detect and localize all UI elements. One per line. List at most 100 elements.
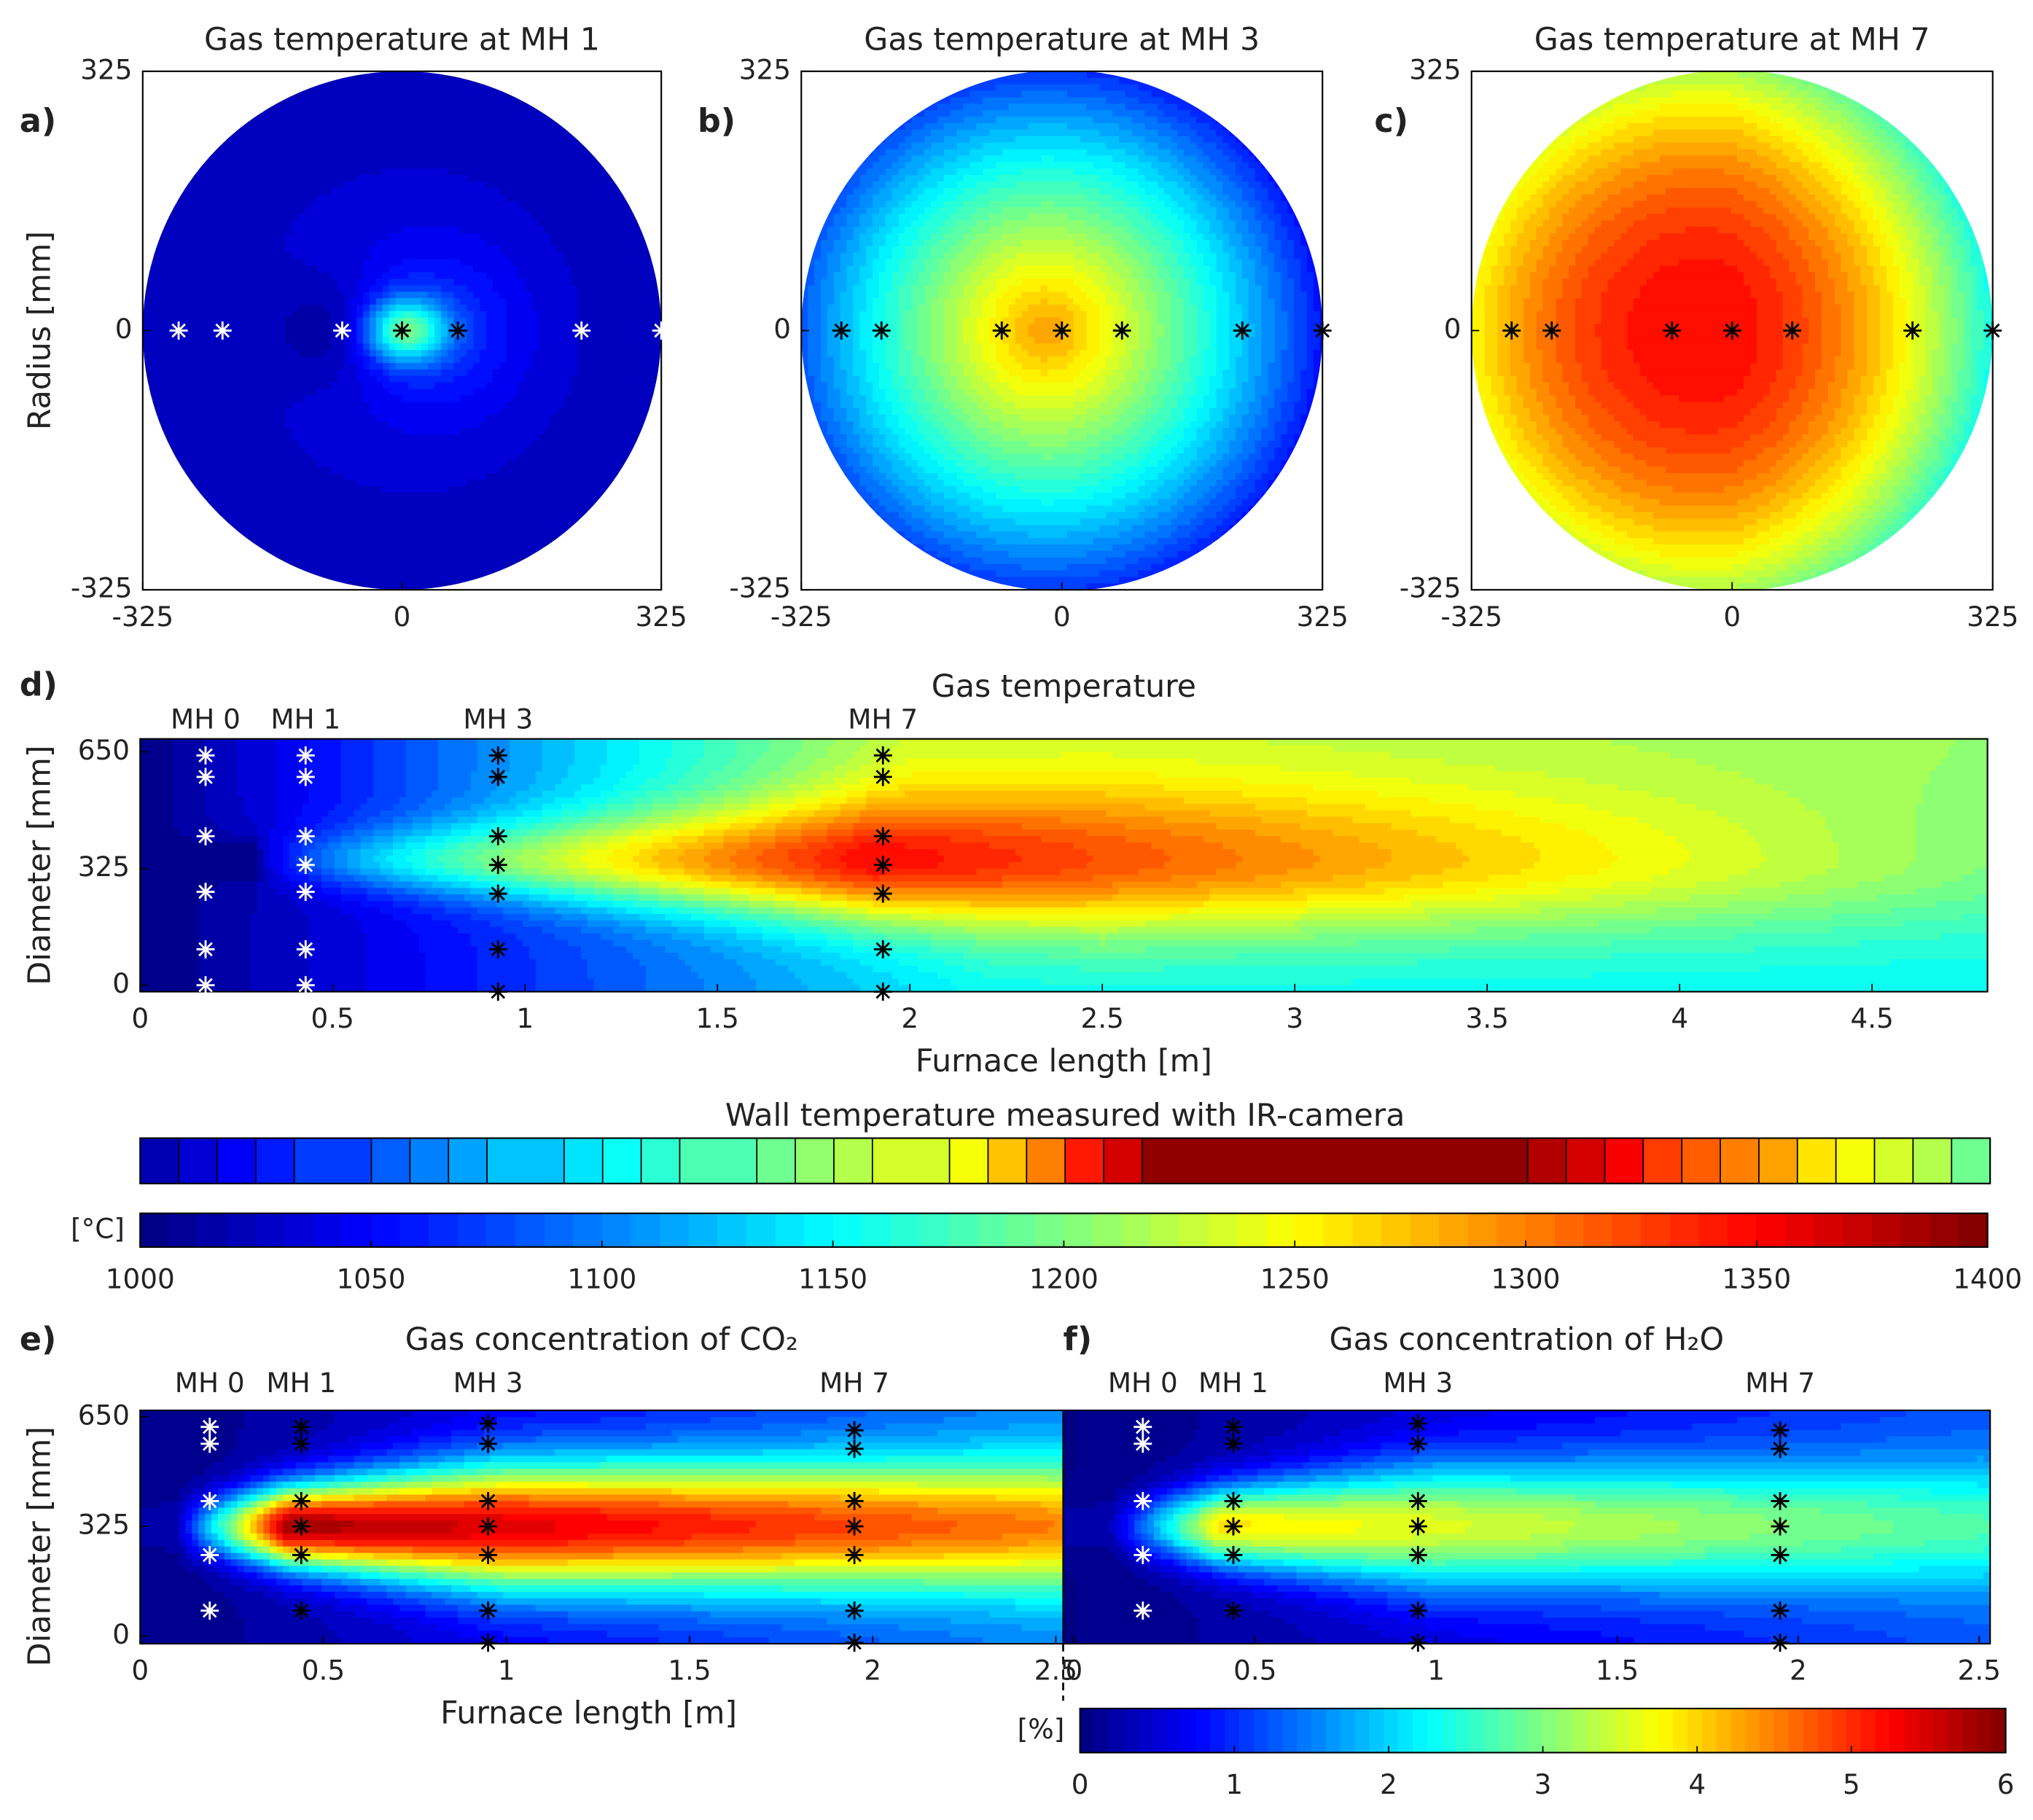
contour-band bbox=[937, 447, 958, 455]
contour-band bbox=[142, 577, 183, 585]
contour-band bbox=[1216, 292, 1230, 299]
contour-band bbox=[1294, 136, 1308, 144]
contour-band bbox=[1274, 557, 1289, 565]
contour-band bbox=[1209, 272, 1224, 280]
contour-band bbox=[820, 369, 835, 377]
contour-band bbox=[1944, 252, 1952, 260]
contour-band bbox=[1932, 117, 1939, 124]
contour-band bbox=[1484, 408, 1499, 416]
contour-band bbox=[1938, 324, 1946, 332]
contour-band bbox=[227, 518, 578, 526]
contour-band bbox=[1977, 207, 1985, 215]
contour-band bbox=[1529, 117, 1550, 124]
contour-band bbox=[1562, 362, 1583, 370]
contour-band bbox=[1471, 330, 1486, 338]
contour-band bbox=[440, 337, 448, 345]
chart-title: Gas temperature at MH 3 bbox=[864, 21, 1260, 58]
contour-band bbox=[1073, 330, 1088, 338]
contour-band bbox=[350, 298, 364, 305]
contour-band bbox=[1504, 278, 1518, 286]
contour-band bbox=[486, 324, 507, 332]
contour-band bbox=[1536, 168, 1557, 176]
contour-band bbox=[1951, 117, 1959, 124]
contour-band bbox=[1209, 434, 1224, 442]
contour-band bbox=[149, 278, 338, 286]
contour-band bbox=[1306, 298, 1314, 305]
contour-band bbox=[1484, 343, 1499, 351]
contour-band bbox=[801, 577, 822, 585]
contour-band bbox=[467, 304, 481, 312]
contour-band bbox=[1497, 324, 1511, 332]
contour-band bbox=[1925, 162, 1933, 170]
contour-band bbox=[1254, 97, 1276, 105]
contour-band bbox=[1274, 544, 1289, 552]
contour-band bbox=[622, 466, 662, 474]
contour-band bbox=[1782, 149, 1803, 157]
contour-band bbox=[1151, 434, 1166, 442]
contour-band bbox=[1254, 155, 1269, 163]
contour-band bbox=[859, 421, 873, 429]
contour-band bbox=[1854, 122, 1868, 130]
contour-band bbox=[956, 343, 971, 351]
contour-band bbox=[428, 330, 435, 338]
contour-band bbox=[1516, 421, 1537, 429]
contour-band bbox=[1847, 71, 1862, 79]
contour-band bbox=[1892, 337, 1907, 345]
contour-band bbox=[976, 207, 1003, 215]
contour-band bbox=[989, 466, 1101, 474]
contour-band bbox=[943, 382, 958, 390]
contour-band bbox=[1556, 259, 1576, 267]
contour-band bbox=[375, 324, 383, 332]
contour-band bbox=[1287, 473, 1301, 480]
contour-band bbox=[918, 440, 932, 448]
contour-band bbox=[1523, 200, 1544, 208]
contour-band bbox=[1757, 453, 1784, 461]
contour-band bbox=[924, 110, 951, 117]
contour-band bbox=[963, 187, 991, 195]
contour-band bbox=[1652, 129, 1745, 137]
contour-band bbox=[905, 375, 919, 383]
contour-band bbox=[1932, 388, 1939, 397]
contour-band bbox=[356, 337, 364, 345]
contour-band bbox=[866, 350, 873, 357]
contour-band bbox=[1471, 440, 1479, 448]
contour-band bbox=[1750, 362, 1784, 370]
contour-band bbox=[375, 356, 383, 364]
contour-band bbox=[1646, 84, 1745, 92]
contour-band bbox=[808, 90, 828, 98]
contour-band bbox=[1776, 278, 1797, 286]
contour-band bbox=[1478, 265, 1492, 273]
contour-band bbox=[615, 181, 662, 189]
contour-band bbox=[1639, 408, 1752, 416]
contour-band bbox=[1497, 395, 1511, 403]
contour-band bbox=[878, 538, 893, 545]
contour-band bbox=[1932, 278, 1939, 286]
contour-band bbox=[1834, 434, 1855, 442]
contour-band bbox=[1977, 220, 1991, 228]
contour-band bbox=[808, 220, 822, 228]
contour-band bbox=[1248, 104, 1269, 112]
contour-band bbox=[1542, 220, 1564, 228]
contour-band bbox=[1938, 382, 1952, 390]
contour-band bbox=[1802, 181, 1822, 189]
contour-band bbox=[1274, 97, 1289, 105]
contour-band bbox=[1203, 298, 1217, 305]
contour-band bbox=[343, 337, 351, 345]
contour-band bbox=[905, 175, 926, 182]
contour-band bbox=[492, 570, 636, 578]
contour-band bbox=[1510, 337, 1524, 345]
contour-band bbox=[538, 317, 578, 325]
contour-band bbox=[918, 460, 938, 468]
contour-band bbox=[1254, 259, 1263, 267]
contour-band bbox=[963, 369, 978, 377]
contour-band bbox=[1261, 84, 1276, 92]
contour-band bbox=[1925, 136, 1939, 144]
contour-band bbox=[846, 453, 861, 461]
contour-band bbox=[142, 311, 293, 319]
contour-band bbox=[1510, 395, 1524, 403]
contour-band bbox=[1306, 317, 1321, 325]
contour-band bbox=[853, 122, 867, 130]
contour-band bbox=[1556, 311, 1576, 319]
contour-band bbox=[1964, 447, 1978, 455]
contour-band bbox=[1254, 136, 1269, 144]
